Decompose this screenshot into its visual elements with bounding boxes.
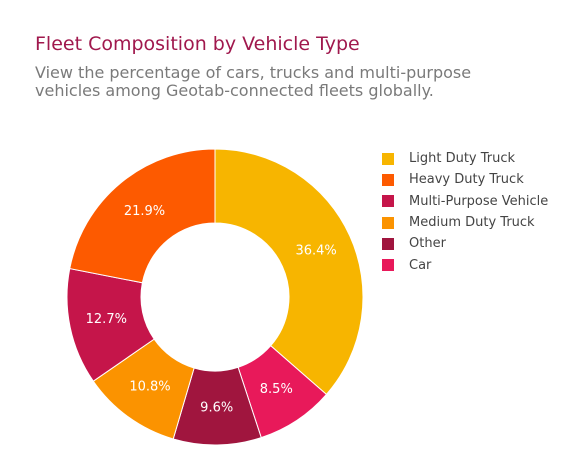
slice-label-multi-purpose-vehicle: 12.7%	[86, 312, 127, 327]
slice-label-other: 9.6%	[200, 401, 233, 416]
slice-light-duty-truck[interactable]	[214, 148, 364, 396]
legend-swatch	[382, 195, 394, 208]
donut-slices	[66, 148, 364, 446]
legend-label: Medium Duty Truck	[409, 215, 535, 231]
legend-label: Light Duty Truck	[409, 151, 516, 167]
slice-label-car: 8.5%	[260, 382, 293, 397]
legend-swatch	[382, 259, 394, 272]
legend-swatch	[382, 216, 394, 229]
slice-label-medium-duty-truck: 10.8%	[129, 380, 170, 395]
legend-swatch	[382, 237, 394, 250]
slice-heavy-duty-truck[interactable]	[69, 148, 216, 284]
slice-label-heavy-duty-truck: 21.9%	[124, 204, 165, 219]
chart-subtitle: View the percentage of cars, trucks and …	[35, 63, 472, 100]
legend-item-heavy-duty-truck[interactable]: Heavy Duty Truck	[382, 169, 548, 190]
legend-label: Car	[409, 257, 432, 273]
legend-swatch	[382, 152, 394, 165]
legend-label: Multi-Purpose Vehicle	[409, 193, 549, 209]
legend-item-multi-purpose-vehicle[interactable]: Multi-Purpose Vehicle	[382, 191, 548, 212]
legend-item-medium-duty-truck[interactable]: Medium Duty Truck	[382, 212, 548, 233]
legend-item-other[interactable]: Other	[382, 233, 548, 254]
legend: Light Duty Truck Heavy Duty Truck Multi-Pu…	[382, 148, 548, 276]
legend-label: Heavy Duty Truck	[409, 172, 524, 188]
donut-labels: 36.4% 8.5% 9.6% 10.8% 12.7% 21.9%	[86, 204, 337, 416]
legend-label: Other	[409, 236, 446, 252]
chart-title: Fleet Composition by Vehicle Type	[35, 33, 360, 55]
legend-swatch	[382, 173, 394, 186]
slice-label-light-duty-truck: 36.4%	[295, 244, 336, 259]
legend-item-car[interactable]: Car	[382, 254, 548, 275]
legend-item-light-duty-truck[interactable]: Light Duty Truck	[382, 148, 548, 169]
